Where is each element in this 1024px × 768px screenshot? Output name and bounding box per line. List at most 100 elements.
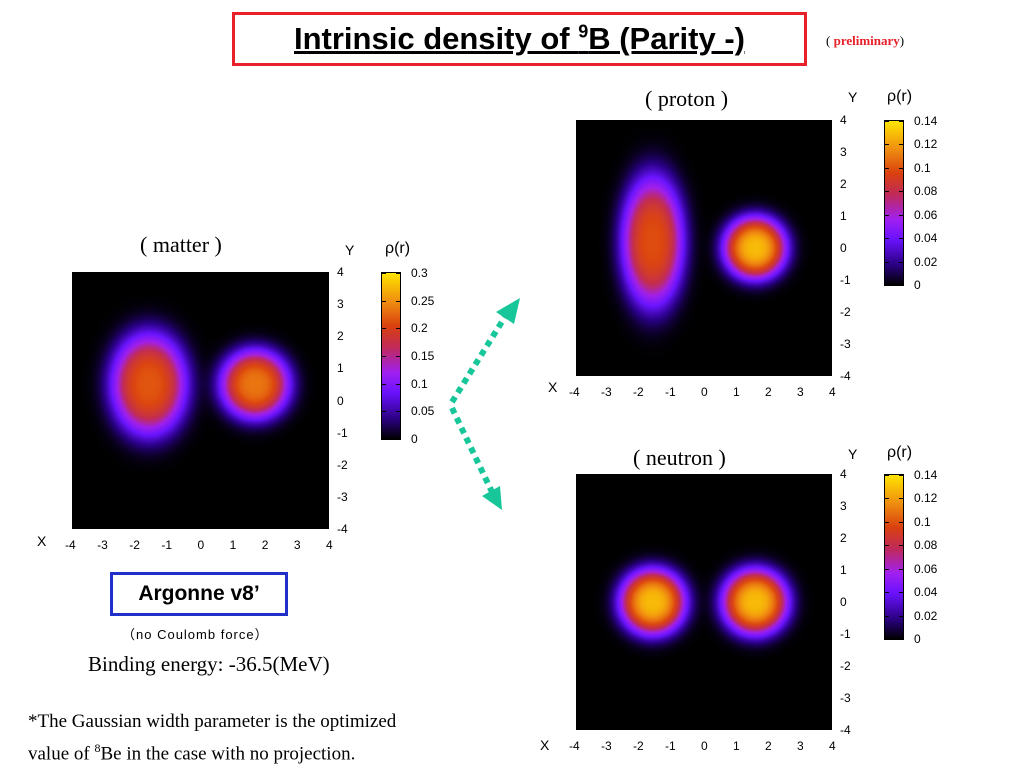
proton-colorbar-tick — [884, 121, 889, 122]
footnote-sup: 8 — [94, 741, 101, 755]
neutron-x-tick: 3 — [797, 739, 804, 753]
matter-y-tick: 2 — [337, 329, 344, 344]
neutron-colorbar-tick-label: 0.02 — [914, 608, 938, 623]
matter-y-tick: -4 — [337, 522, 348, 536]
neutron-x-tick: -4 — [569, 739, 580, 753]
neutron-colorbar-tick-label: 0.14 — [914, 468, 938, 482]
neutron-colorbar-tick — [899, 545, 904, 547]
proton-y-tick: 1 — [840, 209, 847, 223]
neutron-panel-title: ( neutron ) — [633, 445, 726, 470]
matter-colorbar-tick — [381, 411, 386, 413]
neutron-y-tick: -4 — [840, 723, 851, 737]
neutron-colorbar-tick — [884, 545, 889, 547]
matter-colorbar-tick — [396, 328, 401, 330]
proton-x-tick: 2 — [765, 385, 772, 399]
proton-colorbar-tick — [899, 121, 904, 122]
neutron-colorbar-tick — [884, 568, 889, 570]
proton-colorbar-tick-label: 0.14 — [914, 114, 938, 128]
title-box: Intrinsic density of 9B (Parity -) — [232, 12, 807, 66]
matter-x-axis-label: X — [37, 533, 47, 549]
matter-colorbar-tick-label: 0.15 — [411, 349, 435, 363]
neutron-x-axis-label: X — [540, 737, 550, 753]
proton-colorbar-tick-label: 0.02 — [914, 254, 938, 269]
matter-heatmap — [72, 272, 329, 529]
matter-x-tick: -2 — [129, 538, 140, 552]
footnote: *The Gaussian width parameter is the opt… — [28, 708, 396, 767]
matter-x-tick: 1 — [229, 538, 237, 552]
neutron-y-tick: -1 — [840, 627, 851, 641]
proton-x-tick: -3 — [601, 385, 612, 399]
neutron-y-tick: 0 — [840, 595, 847, 609]
neutron-colorbar-label: ρ(r) — [887, 444, 913, 461]
proton-x-tick: 0 — [701, 385, 708, 399]
neutron-colorbar-tick-label: 0 — [914, 632, 921, 646]
proton-colorbar-tick-label: 0.04 — [914, 231, 938, 246]
matter-x-tick: 4 — [326, 538, 333, 552]
neutron-y-tick: 4 — [840, 467, 847, 481]
proton-colorbar-tick — [884, 261, 889, 263]
neutron-colorbar-tick — [899, 568, 904, 570]
interaction-name: Argonne v8 — [138, 582, 254, 605]
matter-x-tick: 0 — [197, 538, 205, 552]
proton-colorbar-tick — [899, 167, 904, 169]
proton-y-tick: 2 — [840, 177, 847, 191]
neutron-y-tick: -2 — [840, 659, 851, 673]
matter-colorbar-tick-label: 0.2 — [411, 321, 428, 336]
proton-colorbar — [884, 120, 904, 286]
footnote-suffix: Be in the case with no projection. — [100, 743, 356, 765]
neutron-colorbar-tick — [899, 475, 904, 476]
footnote-line-1: *The Gaussian width parameter is the opt… — [28, 711, 397, 732]
neutron-colorbar-tick — [884, 615, 889, 617]
matter-y-tick: -2 — [337, 457, 348, 472]
matter-colorbar-tick — [396, 273, 401, 274]
neutron-colorbar-tick-label: 0.08 — [914, 538, 938, 553]
matter-colorbar-label: ρ(r) — [385, 240, 411, 257]
proton-x-tick: -2 — [633, 385, 644, 399]
matter-x-tick: -4 — [65, 538, 76, 552]
proton-colorbar-tick-label: 0.08 — [914, 184, 938, 199]
interaction-prime: ’ — [253, 582, 260, 605]
neutron-colorbar-tick — [899, 498, 904, 500]
neutron-x-tick: 2 — [765, 739, 772, 753]
proton-colorbar-tick — [884, 144, 889, 146]
proton-colorbar-tick — [884, 191, 889, 193]
matter-y-tick: -1 — [337, 425, 348, 440]
matter-y-tick: -3 — [337, 489, 348, 504]
neutron-colorbar-tick-label: 0.06 — [914, 561, 938, 576]
neutron-colorbar-tick-label: 0.12 — [914, 491, 938, 506]
proton-colorbar-tick-label: 0 — [914, 278, 921, 292]
matter-colorbar-tick — [381, 328, 386, 330]
proton-x-tick: -1 — [665, 385, 676, 399]
matter-colorbar-tick — [381, 439, 386, 440]
matter-colorbar-tick — [381, 383, 386, 385]
preliminary-word: preliminary — [833, 33, 900, 48]
neutron-colorbar-tick — [884, 521, 889, 523]
neutron-colorbar-tick — [884, 639, 889, 640]
neutron-heatmap — [576, 474, 832, 730]
neutron-colorbar-tick — [899, 615, 904, 617]
matter-colorbar-tick-label: 0.25 — [411, 293, 435, 308]
preliminary-close: ) — [899, 33, 905, 48]
matter-colorbar-tick-label: 0 — [411, 432, 418, 446]
proton-colorbar-tick — [899, 144, 904, 146]
neutron-colorbar-tick — [899, 639, 904, 640]
matter-panel-title: ( matter ) — [140, 232, 222, 257]
proton-y-tick: 4 — [840, 113, 847, 127]
proton-colorbar-tick — [884, 285, 889, 286]
matter-x-tick: -1 — [161, 538, 173, 552]
proton-colorbar-tick — [899, 214, 904, 216]
title-prefix: Intrinsic density of — [294, 21, 579, 56]
neutron-x-tick: 0 — [701, 739, 708, 753]
matter-colorbar-tick — [381, 273, 386, 274]
proton-y-tick: -3 — [840, 337, 851, 351]
proton-colorbar-tick — [884, 214, 889, 216]
matter-colorbar-tick-label: 0.3 — [411, 266, 428, 280]
proton-y-tick: 0 — [840, 241, 847, 255]
matter-colorbar-tick — [396, 383, 401, 385]
neutron-colorbar-tick — [884, 475, 889, 476]
matter-colorbar-tick-label: 0.1 — [411, 376, 428, 391]
neutron-x-tick: 4 — [829, 739, 836, 753]
proton-colorbar-tick — [884, 238, 889, 240]
proton-colorbar-label: ρ(r) — [887, 88, 913, 105]
matter-colorbar-tick — [381, 356, 386, 357]
